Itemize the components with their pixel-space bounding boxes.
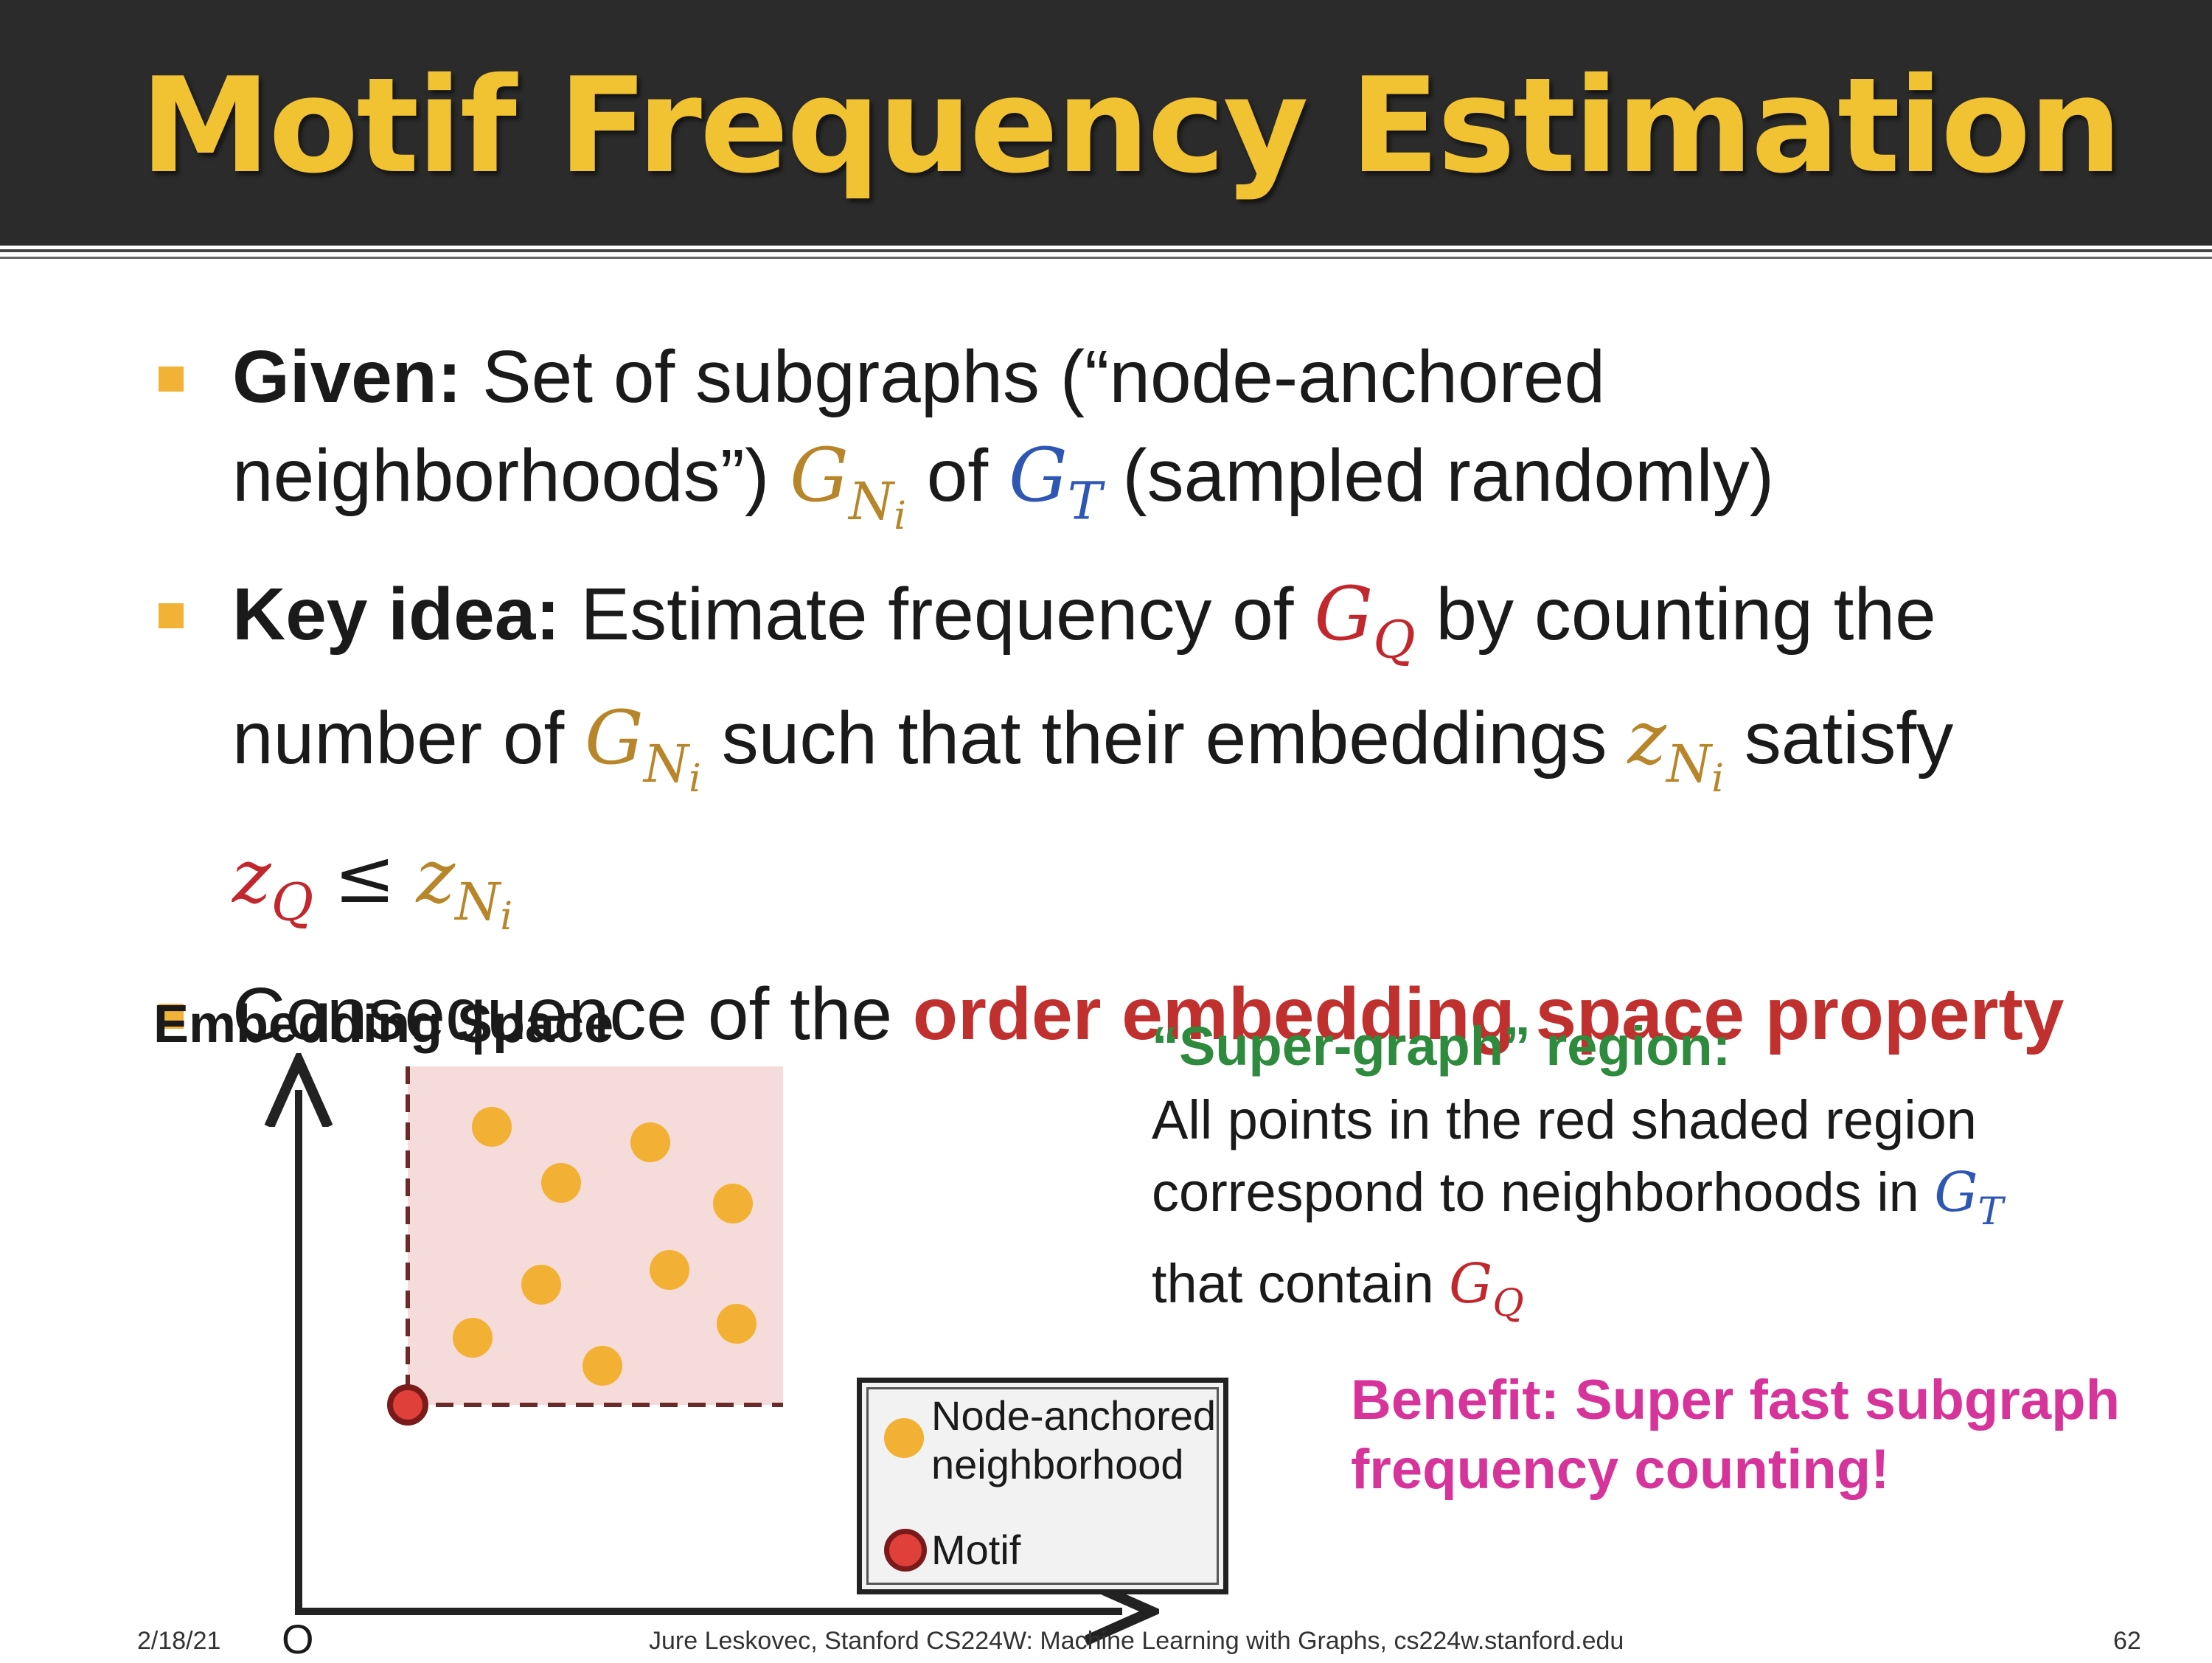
benefit-callout: Benefit: Super fast subgraph frequency c… [1351,1369,2120,1501]
math-g-t: GT [1008,432,1102,532]
legend-neighborhood-label: Node-anchored neighborhood [931,1392,1217,1487]
bullet-consequence: Consequence of the order embedding space… [159,965,2194,1063]
bullet-body: Consequence of the order embedding space… [232,965,2194,1063]
order-embedding-highlight: order embedding space property [912,973,2065,1056]
slide-title: Motif Frequency Estimation [140,49,2122,202]
bullet-text: (sampled randomly) [1102,434,1774,517]
neighborhood-point [472,1107,512,1147]
math-z-q: zQ [232,833,314,933]
neighborhood-point [521,1265,561,1305]
bullet-marker-icon [159,367,184,392]
math-g-ni: GNi [790,432,906,538]
bullet-body: Given: Set of subgraphs (“node-anchored … [232,328,2194,565]
footer-credit: Jure Leskovec, Stanford CS224W: Machine … [649,1627,1624,1655]
bullet-marker-icon [159,603,184,628]
neighborhood-point [717,1304,757,1344]
title-bar: Motif Frequency Estimation [0,0,2212,246]
bullet-key-idea: Key idea: Estimate frequency of GQ by co… [159,565,2194,966]
math-z-ni: zNi [1627,695,1725,801]
bullet-given: Given: Set of subgraphs (“node-anchored … [159,328,2194,565]
bullet-text: number of [232,697,585,780]
header-rule-secondary [0,257,2212,259]
neighborhood-point [650,1250,689,1290]
header-rule [0,249,2212,252]
bullet-list: Given: Set of subgraphs (“node-anchored … [159,328,2194,1063]
legend-box: Node-anchored neighborhood Motif [857,1378,1228,1594]
math-leq: ≤ [333,833,396,920]
origin-label: O [282,1616,314,1662]
key-idea-label: Key idea: [232,572,560,656]
bullet-text: neighborhoods”) [232,434,790,517]
math-g-q: GQ [1314,570,1416,670]
motif-legend-icon [884,1529,927,1572]
math-g-ni: GNi [585,695,701,801]
bullet-text: such that their embeddings [700,697,1628,780]
neighborhood-point [541,1163,581,1203]
math-g-t: GT [1934,1161,2004,1235]
bullet-text: Set of subgraphs (“node-anchored [462,336,1606,418]
bullet-text: of [906,434,1009,517]
bullet-body: Key idea: Estimate frequency of GQ by co… [232,565,2194,966]
neighborhood-point [713,1184,753,1223]
footer-page-number: 62 [2113,1627,2141,1655]
bullet-marker-icon [159,1004,184,1030]
footer-date: 2/18/21 [137,1627,221,1655]
neighborhood-legend-icon [884,1418,924,1458]
bullet-text: Consequence of the [232,973,913,1056]
neighborhood-points [453,1107,757,1386]
neighborhood-point [582,1346,622,1386]
embedding-space-label: Embedding Space [153,995,614,1054]
bullet-text: Estimate frequency of [560,572,1315,656]
legend-inner-frame [866,1387,1219,1585]
neighborhood-point [630,1122,670,1162]
bullet-text: by counting the [1415,572,1936,656]
neighborhood-point [453,1318,493,1358]
legend-motif-label: Motif [931,1527,1021,1573]
super-graph-region-description: All points in the red shaded region corr… [1152,1089,2004,1326]
given-label: Given: [232,336,462,418]
math-z-ni: zNi [416,833,513,940]
super-graph-region-title: “Super-graph” region: [1152,1015,1731,1077]
bullet-text: satisfy [1724,697,1954,780]
math-g-q: GQ [1449,1252,1524,1326]
motif-point [387,1384,428,1426]
super-graph-region [408,1066,783,1405]
